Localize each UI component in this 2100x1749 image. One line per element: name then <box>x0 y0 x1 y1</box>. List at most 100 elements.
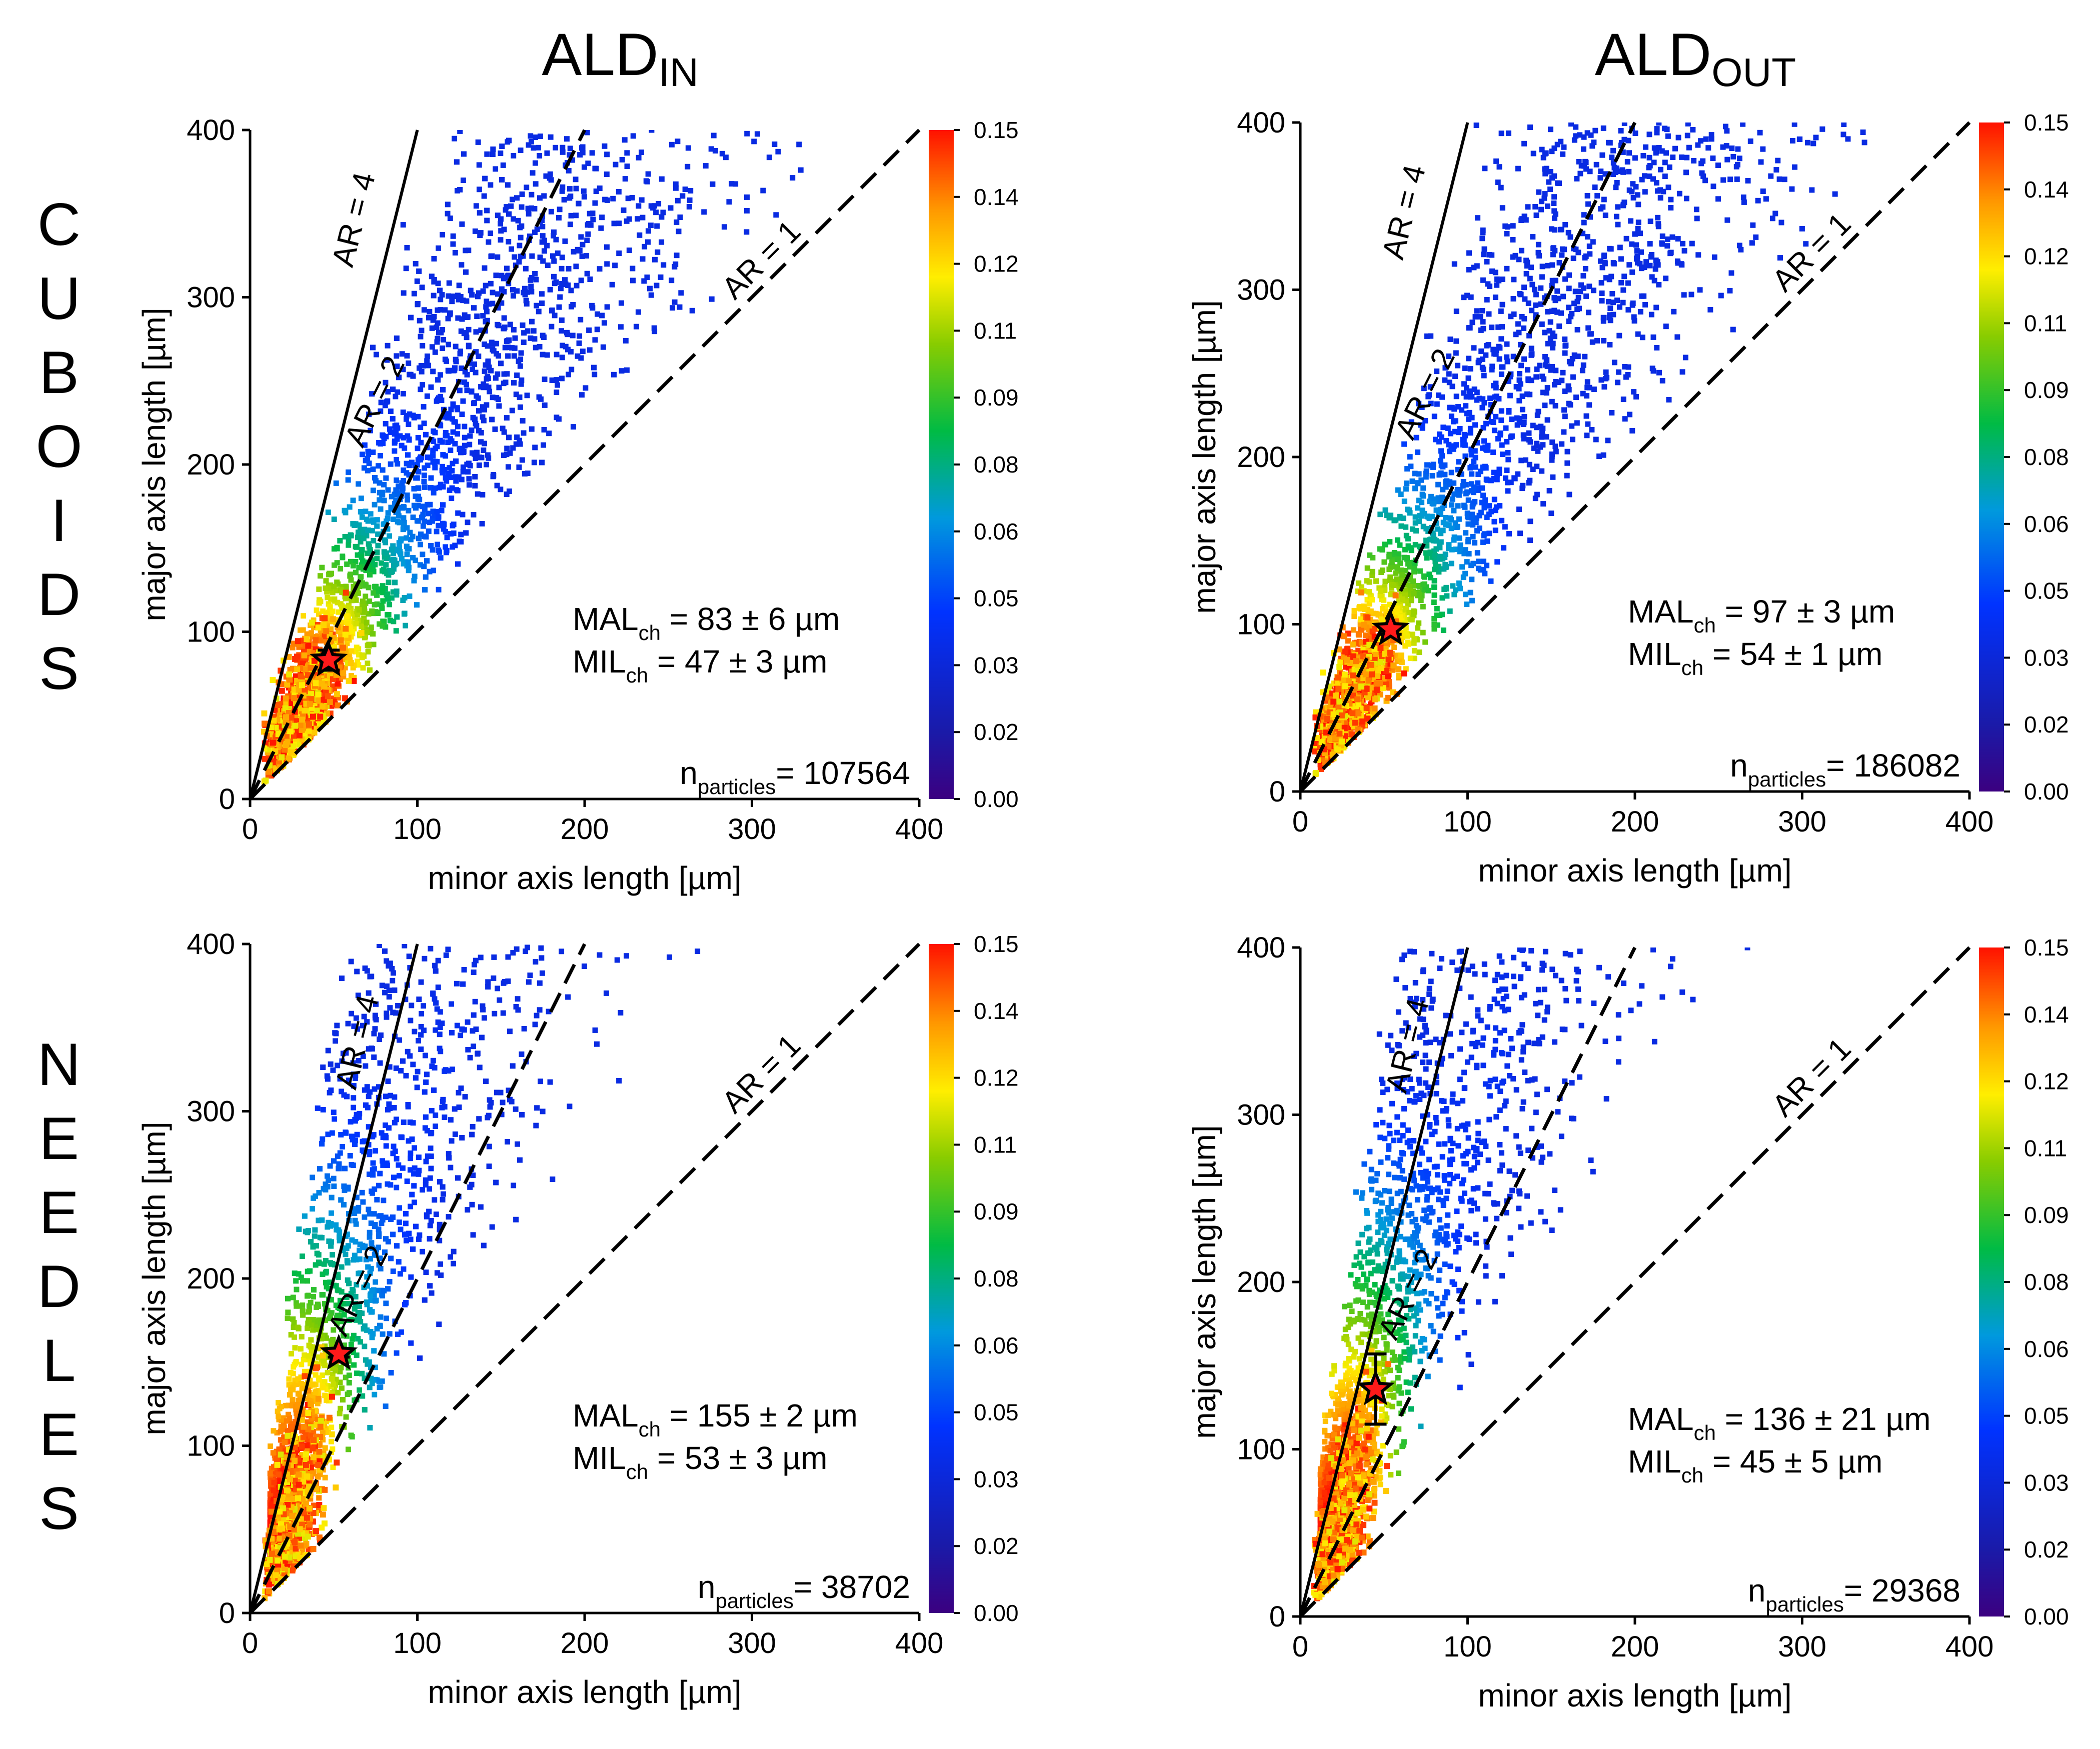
particle-point <box>459 316 465 322</box>
particle-point <box>1521 214 1527 220</box>
particle-point <box>385 516 391 522</box>
particle-point <box>406 508 412 514</box>
particle-point <box>1624 159 1630 165</box>
particle-point <box>484 151 490 157</box>
particle-point <box>418 532 424 537</box>
particle-point <box>612 262 618 268</box>
particle-point <box>319 564 325 570</box>
particle-point <box>711 132 717 138</box>
particle-point <box>1443 438 1449 444</box>
particle-point <box>1735 162 1740 168</box>
particle-point <box>350 611 356 617</box>
particle-point <box>1452 428 1458 434</box>
particle-point <box>1506 409 1512 415</box>
particle-point <box>1402 592 1408 598</box>
particle-point <box>393 487 399 493</box>
particle-point <box>1424 462 1430 468</box>
particle-point <box>1409 526 1415 532</box>
particle-point <box>592 200 598 206</box>
particle-point <box>463 530 469 536</box>
particle-point <box>463 269 469 275</box>
particle-point <box>1685 122 1691 126</box>
particle-point <box>533 181 539 187</box>
particle-point <box>445 440 451 446</box>
particle-point <box>1562 222 1568 228</box>
particle-point <box>1418 422 1424 428</box>
particle-point <box>1431 592 1437 598</box>
particle-point <box>1560 370 1566 376</box>
particle-point <box>1440 628 1446 633</box>
particle-point <box>1529 282 1535 288</box>
particle-point <box>613 162 619 168</box>
particle-point <box>1453 308 1459 314</box>
reference-line-ar-4 <box>249 130 419 800</box>
particle-point <box>372 475 378 480</box>
particle-point <box>1542 295 1548 301</box>
particle-point <box>564 330 570 336</box>
particle-point <box>1428 333 1434 339</box>
particle-point <box>1525 378 1531 384</box>
particle-point <box>331 643 338 650</box>
particle-point <box>501 452 507 458</box>
particle-point <box>1480 228 1486 233</box>
particle-point <box>1543 390 1549 396</box>
particle-point <box>370 488 376 494</box>
particle-point <box>430 368 436 374</box>
particle-point <box>654 223 660 229</box>
particle-point <box>559 266 565 272</box>
particle-point <box>414 518 420 524</box>
particle-point <box>358 496 364 502</box>
particle-point <box>1423 584 1429 590</box>
particle-point <box>1402 568 1408 574</box>
particle-point <box>1549 278 1555 284</box>
particle-point <box>383 624 389 630</box>
particle-point <box>1610 148 1616 154</box>
particle-point <box>296 686 302 693</box>
particle-point <box>420 343 426 348</box>
particle-point <box>420 504 426 510</box>
particle-point <box>622 137 628 143</box>
particle-point <box>386 580 392 586</box>
particle-point <box>364 532 370 538</box>
particle-point <box>394 353 400 359</box>
particle-point <box>1489 364 1495 370</box>
particle-point <box>370 631 376 637</box>
particle-point <box>1655 214 1661 220</box>
particle-point <box>630 266 636 272</box>
particle-point <box>1411 569 1417 574</box>
particle-point <box>1529 308 1535 314</box>
particle-point <box>344 613 350 620</box>
particle-point <box>1618 142 1624 148</box>
particle-point <box>1668 205 1674 210</box>
particle-point <box>1412 520 1418 526</box>
particle-point <box>342 594 348 600</box>
particle-point <box>1600 452 1606 458</box>
particle-point <box>368 511 374 517</box>
particle-point <box>1536 253 1542 259</box>
particle-point <box>1478 348 1484 354</box>
particle-point <box>340 644 346 651</box>
particle-point <box>374 549 380 555</box>
particle-point <box>429 518 435 524</box>
particle-point <box>1521 284 1527 290</box>
particle-point <box>1768 173 1774 179</box>
particle-point <box>350 562 356 568</box>
particle-point <box>1403 666 1409 672</box>
particle-point <box>1519 248 1524 254</box>
particle-point <box>322 615 328 622</box>
particle-point <box>1456 535 1462 541</box>
particle-point <box>415 446 421 452</box>
particle-point <box>426 528 432 534</box>
particle-point <box>491 472 497 478</box>
particle-point <box>346 610 352 616</box>
particle-point <box>447 487 453 493</box>
particle-point <box>1700 158 1706 164</box>
particle-point <box>413 558 419 564</box>
particle-point <box>1576 158 1582 164</box>
x-tick-label: 300 <box>728 813 776 846</box>
particle-point <box>391 618 397 624</box>
particle-point <box>1675 260 1681 266</box>
particle-point <box>348 572 354 578</box>
particle-point <box>376 440 382 446</box>
particle-point <box>1420 485 1426 491</box>
